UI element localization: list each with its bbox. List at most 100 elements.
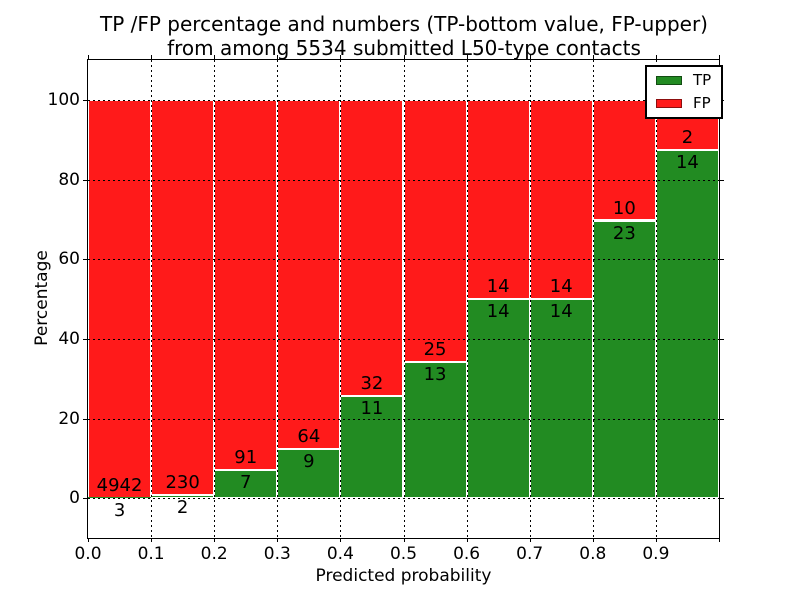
legend: TP FP [645, 65, 724, 119]
bar-segment-fp [214, 99, 278, 470]
y-tick-right [720, 338, 724, 340]
legend-label: FP [693, 94, 711, 112]
fp-count-label: 2 [681, 126, 694, 148]
y-tick [83, 418, 87, 420]
y-tick-label: 40 [58, 328, 80, 349]
x-tick [88, 538, 89, 542]
y-gridline [88, 498, 719, 500]
bar-segment-tp [466, 299, 530, 499]
x-gridline [466, 60, 468, 538]
x-tick-label: 0.1 [137, 544, 165, 564]
bar-segment-tp [655, 149, 719, 499]
y-tick [83, 498, 87, 500]
x-tick [529, 538, 531, 542]
x-tick-top [529, 55, 531, 59]
legend-label: TP [693, 71, 712, 89]
x-tick-label: 0.4 [326, 544, 354, 564]
fp-count-label: 230 [165, 471, 200, 493]
y-tick-label: 0 [69, 488, 80, 509]
x-tick-label: 0.5 [389, 544, 418, 564]
y-tick-label: 60 [58, 249, 80, 270]
bar-segment-fp [529, 99, 593, 299]
bar-segment-tp [88, 497, 152, 499]
x-tick-top [88, 55, 89, 59]
y-tick [83, 259, 87, 261]
x-tick-label: 0.8 [579, 544, 607, 564]
bar-segment-tp [529, 299, 593, 499]
y-gridline [88, 259, 719, 261]
bar-segment-tp [214, 469, 278, 499]
tp-count-label: 2 [176, 496, 189, 518]
fp-count-label: 14 [486, 276, 510, 297]
tp-count-label: 23 [612, 222, 636, 244]
chart-title-line1: TP /FP percentage and numbers (TP-bottom… [100, 12, 708, 36]
tp-count-label: 13 [423, 363, 447, 385]
y-tick [83, 179, 87, 181]
fp-swatch [656, 98, 682, 108]
x-tick-top [466, 55, 468, 59]
bar-segment-fp [277, 99, 341, 449]
x-tick-top [340, 55, 342, 59]
fp-count-label: 25 [423, 338, 447, 360]
x-tick [655, 538, 657, 542]
x-tick-top [655, 55, 657, 59]
x-tick [151, 538, 153, 542]
fp-count-label: 14 [549, 276, 573, 297]
y-gridline [88, 179, 719, 181]
plot-area: 4942 3 230 2 91 7 64 9 32 11 25 13 14 14 14 14 10 23 2 14 [87, 59, 720, 539]
y-tick-label: 80 [58, 169, 80, 190]
x-gridline [529, 60, 531, 538]
bar-segment-fp [340, 99, 404, 397]
x-tick-label: 0.6 [453, 544, 481, 564]
bar-segment-fp [592, 99, 656, 221]
x-tick-top [277, 55, 279, 59]
x-tick-top [403, 55, 405, 59]
x-tick-top [719, 55, 720, 59]
tp-count-label: 9 [303, 451, 315, 473]
y-tick [83, 338, 87, 340]
tp-count-label: 11 [360, 398, 384, 420]
y-tick [83, 99, 87, 101]
tp-count-label: 14 [549, 301, 573, 322]
x-gridline [592, 60, 594, 538]
bar-segment-tp [403, 361, 467, 499]
bar-segment-fp [151, 99, 215, 495]
x-tick [277, 538, 279, 542]
tp-count-label: 14 [486, 301, 510, 322]
fp-count-label: 32 [360, 373, 384, 395]
y-gridline [88, 418, 719, 420]
chart-title: TP /FP percentage and numbers (TP-bottom… [84, 12, 724, 60]
x-tick [719, 538, 720, 542]
x-gridline [655, 60, 657, 538]
y-tick-label: 20 [58, 408, 80, 429]
y-tick-right [720, 179, 724, 181]
x-tick-label: 0.2 [200, 544, 228, 564]
x-tick-top [151, 55, 153, 59]
x-tick-top [214, 55, 216, 59]
tp-count-label: 14 [675, 151, 699, 173]
x-tick-label: 0.7 [516, 544, 544, 564]
legend-item-fp: FP [656, 95, 711, 111]
x-tick [466, 538, 468, 542]
bar-segment-fp [88, 99, 152, 498]
y-tick-right [720, 259, 724, 261]
x-gridline [340, 60, 342, 538]
x-tick-label: 0.3 [263, 544, 291, 564]
bar-segment-tp [340, 396, 404, 499]
x-gridline [403, 60, 405, 538]
tp-count-label: 3 [113, 499, 126, 521]
x-tick [403, 538, 405, 542]
x-gridline [151, 60, 153, 538]
bar-segment-fp [466, 99, 530, 299]
x-tick [214, 538, 216, 542]
y-tick-right [720, 418, 724, 420]
x-gridline [214, 60, 216, 538]
legend-item-tp: TP [656, 72, 711, 88]
fp-count-label: 91 [234, 446, 258, 468]
x-tick-top [592, 55, 594, 59]
fp-count-label: 10 [612, 197, 636, 219]
fp-count-label: 64 [297, 426, 321, 448]
x-tick-label: 0.0 [74, 544, 102, 564]
fp-count-label: 4942 [96, 474, 143, 496]
y-tick-right [720, 498, 724, 500]
